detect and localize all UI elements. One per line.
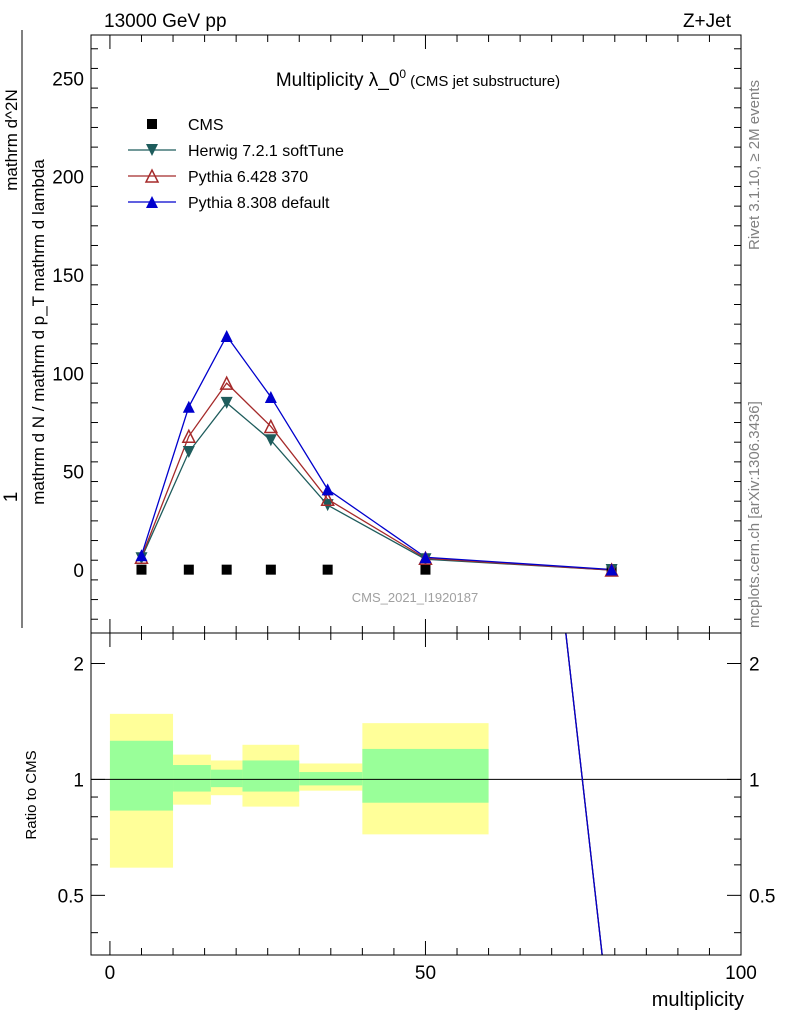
x-axis-label: multiplicity [652,989,744,1011]
watermark: CMS_2021_I1920187 [352,590,479,605]
y-tick-label: 200 [52,168,84,189]
mcplots-label: mcplots.cern.ch [arXiv:1306.3436] [746,401,763,628]
data-point [219,375,234,390]
main-marks [134,329,619,577]
data-point [182,400,195,413]
uncertainty-band-green [242,760,300,792]
ratio-y-tick-label-right: 1 [749,770,760,791]
data-point [605,563,618,576]
x-tick-label: 0 [105,963,116,984]
ylabel-denominator: mathrm d N / mathrm d p_T mathrm d lambd… [29,159,48,505]
data-point [146,196,158,208]
main-y-ticks: 0 50 100 150 200 250 [52,35,742,633]
series-line [140,334,612,571]
legend-label: Herwig 7.2.1 softTune [188,143,344,160]
data-point [220,396,233,409]
uncertainty-band-green [109,740,174,811]
rivet-label: Rivet 3.1.10, ≥ 2M events [746,80,763,250]
energy-label: 13000 GeV pp [104,11,227,32]
data-point [136,564,147,575]
x-tick-label: 100 [725,963,757,984]
chart-title-sub: (CMS jet substructure) [410,73,560,90]
series-line [140,401,612,571]
data-point [419,551,432,564]
ylabel-numerator-text: mathrm d^2N [2,89,21,191]
data-point [220,329,233,342]
y-tick-label: 0 [73,561,84,582]
x-tick-label: 50 [415,963,436,984]
data-point [135,549,148,562]
y-tick-label: 150 [52,266,84,287]
ratio-frame [90,632,742,956]
legend: CMS Herwig 7.2.1 softTune Pythia 6.428 370… [128,117,344,212]
data-point [322,564,333,575]
uncertainty-band-green [210,769,243,788]
process-label: Z+Jet [683,11,732,32]
uncertainty-band-green [362,748,489,803]
data-point [221,564,232,575]
ratio-y-tick-label-right: 0.5 [749,886,775,907]
data-point [182,446,195,459]
main-y-label: 1 mathrm d^2N mathrm d N / mathrm d p_T … [1,30,48,628]
uncertainty-band-green [299,772,363,786]
ratio-lines [565,633,603,955]
data-point [183,564,194,575]
data-point [144,168,160,183]
ratio-bands [109,713,489,868]
ylabel-numerator-one: 1 [1,492,22,503]
ratio-y-tick-label: 2 [73,654,84,675]
chart-title: Multiplicity λ_00 (CMS jet substructure) [276,67,560,91]
data-point [264,390,277,403]
ratio-y-tick-label: 1 [73,770,84,791]
main-panel: 0 50 100 150 200 250 CMS_2021_I1920187 Multip… [52,34,742,634]
ratio-y-tick-label: 0.5 [58,886,84,907]
data-point [420,564,431,575]
data-point [146,144,158,156]
ratio-panel: 0.5 0.5 1 1 2 2 0 50 100 Ratio to CMS multiplici… [23,632,775,1011]
y-tick-label: 250 [52,69,84,90]
ratio-ticks: 0.5 0.5 1 1 2 2 0 50 100 [58,633,775,984]
chart-title-main: Multiplicity λ_0 [276,70,400,91]
data-point [147,119,157,129]
series-line [140,382,612,571]
uncertainty-band-green [173,765,211,792]
legend-label: Pythia 8.308 default [188,195,330,212]
ratio-y-tick-label-right: 2 [749,654,760,675]
data-point [263,418,279,434]
y-tick-label: 50 [63,463,84,484]
data-point [321,483,334,496]
legend-label: Pythia 6.428 370 [188,169,308,186]
y-tick-label: 100 [52,364,84,385]
ratio-line [565,633,603,955]
data-point [264,434,277,447]
data-point [181,428,197,444]
ratio-y-label: Ratio to CMS [23,750,40,839]
chart-title-sup: 0 [399,67,406,81]
legend-label: CMS [188,117,224,134]
data-point [320,491,335,506]
data-point [265,564,276,575]
